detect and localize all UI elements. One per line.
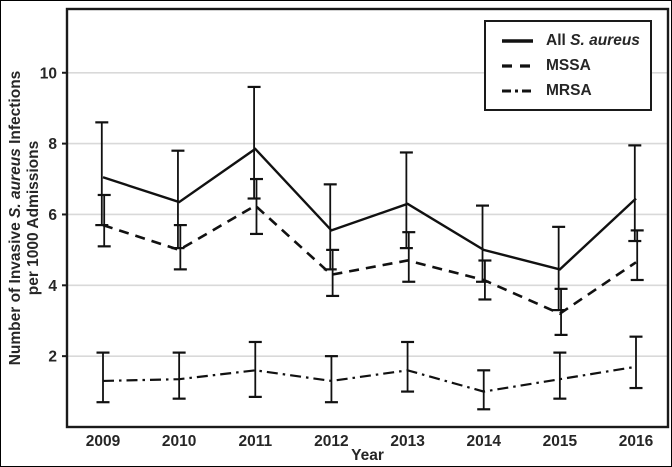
- legend-label-mrsa: MRSA: [546, 81, 592, 99]
- x-tick-label: 2012: [314, 433, 348, 450]
- legend-item-mssa: MSSA: [500, 54, 650, 78]
- legend-label-mssa: MSSA: [546, 56, 591, 74]
- y-tick-label: 2: [48, 349, 57, 366]
- y-tick-label: 6: [48, 207, 57, 224]
- x-tick-label: 2015: [543, 433, 578, 450]
- dashed-line-sample-icon: [502, 63, 531, 68]
- series-line-all-s-aureus: [102, 147, 637, 271]
- y-tick-label: 4: [48, 278, 57, 295]
- x-tick-label: 2010: [162, 433, 196, 450]
- legend-item-all-s-aureus: All S. aureus: [500, 29, 650, 53]
- x-tick-label: 2014: [466, 433, 501, 450]
- x-tick-label: 2013: [390, 433, 425, 450]
- dashdot-line-sample-icon: [502, 89, 532, 92]
- plot-frame: [65, 7, 670, 429]
- y-tick-label: 10: [40, 65, 57, 82]
- x-tick-label: 2011: [238, 433, 272, 450]
- y-axis-title-line2: per 1000 Admissions: [25, 140, 42, 296]
- legend-label-all: All S. aureus: [546, 31, 640, 49]
- x-tick-label: 2016: [619, 433, 654, 450]
- legend: All S. aureus MSSA MRSA: [484, 20, 652, 111]
- y-axis-title-line1: Number of Invasive S. aureus Infections: [7, 70, 24, 366]
- x-axis-title: Year: [351, 447, 384, 464]
- solid-line-sample-icon: [502, 38, 533, 43]
- x-tick-label: 2009: [86, 433, 121, 450]
- series-line-mssa: [102, 203, 637, 316]
- series-line-mrsa: [102, 365, 637, 393]
- y-tick-label: 8: [48, 136, 57, 153]
- legend-item-mrsa: MRSA: [500, 79, 650, 103]
